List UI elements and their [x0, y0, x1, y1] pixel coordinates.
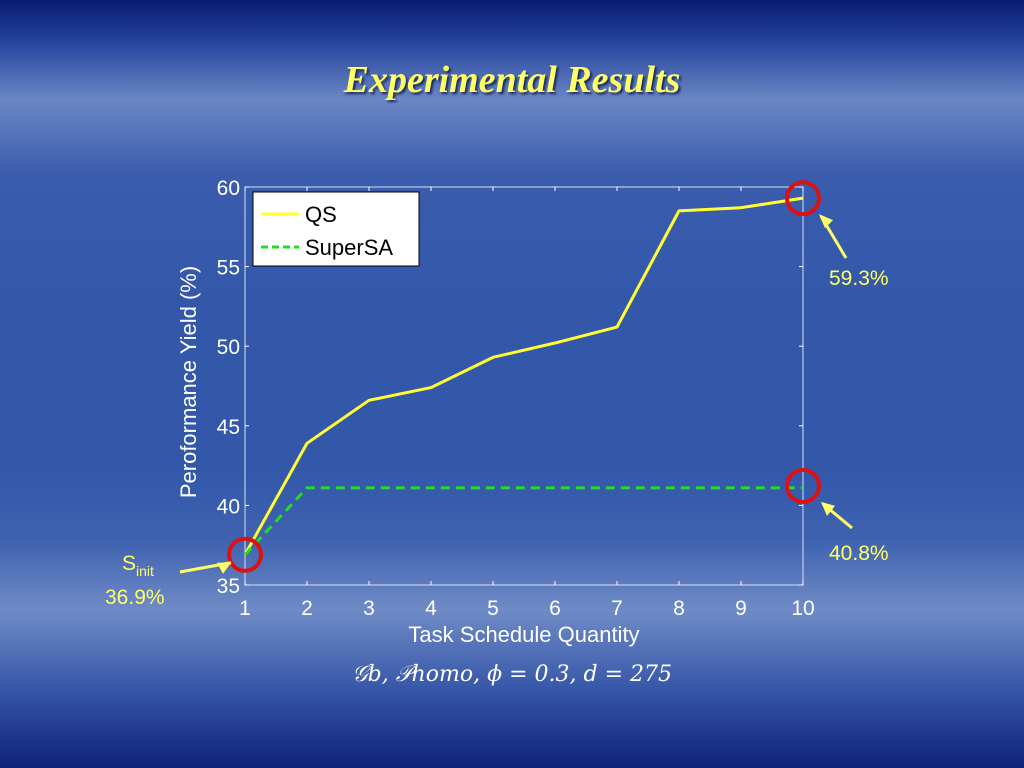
x-tick-label: 7 [611, 597, 623, 620]
chart-lines [243, 196, 804, 556]
y-tick-label: 35 [217, 575, 240, 598]
chart-legend: QS SuperSA [252, 191, 420, 267]
callout-arrowhead-qs-end [819, 214, 833, 229]
legend-label-qs: QS [305, 202, 337, 227]
callout-circle-qs-end [785, 180, 821, 217]
legend-label-supersa: SuperSA [305, 235, 393, 260]
slide-title: Experimental Results [343, 59, 681, 101]
x-axis-label: Task Schedule Quantity [408, 622, 639, 647]
x-tick-label: 5 [487, 597, 499, 620]
chart-annotations: Sinit 36.9% 59.3% 40.8% [105, 180, 889, 609]
y-tick-label: 40 [217, 495, 240, 518]
x-tick-label: 1 [239, 597, 251, 620]
x-tick-label: 3 [363, 597, 375, 620]
x-tick-label: 6 [549, 597, 561, 620]
callout-arrowhead-start [217, 562, 231, 574]
x-tick-label: 10 [791, 597, 814, 620]
y-tick-label: 60 [217, 177, 240, 200]
callout-arrowhead-supersa-end [821, 501, 835, 516]
callout-label-supersa-end: 40.8% [829, 542, 889, 565]
y-tick-label: 55 [217, 257, 240, 280]
callout-circle-start [227, 536, 263, 573]
callout-circle-supersa-end [785, 467, 821, 504]
plot-frame [244, 186, 804, 586]
y-tick-label: 45 [217, 416, 240, 439]
x-tick-label: 9 [735, 597, 747, 620]
x-tick-label: 2 [301, 597, 313, 620]
y-tick-label: 50 [217, 336, 240, 359]
series-line-qs [243, 196, 804, 556]
x-tick-label: 8 [673, 597, 685, 620]
callout-label-start-name: Sinit [122, 552, 154, 579]
callout-label-start-value: 36.9% [105, 586, 165, 609]
slide-formula: 𝒢b, 𝒫homo, ϕ = 0.3, d = 275 [352, 662, 672, 687]
legend-box [252, 191, 420, 267]
x-tick-label: 4 [425, 597, 437, 620]
series-line-supersa [243, 486, 803, 556]
y-axis-label: Peroformance Yield (%) [176, 266, 201, 498]
callout-label-qs-end: 59.3% [829, 267, 889, 290]
